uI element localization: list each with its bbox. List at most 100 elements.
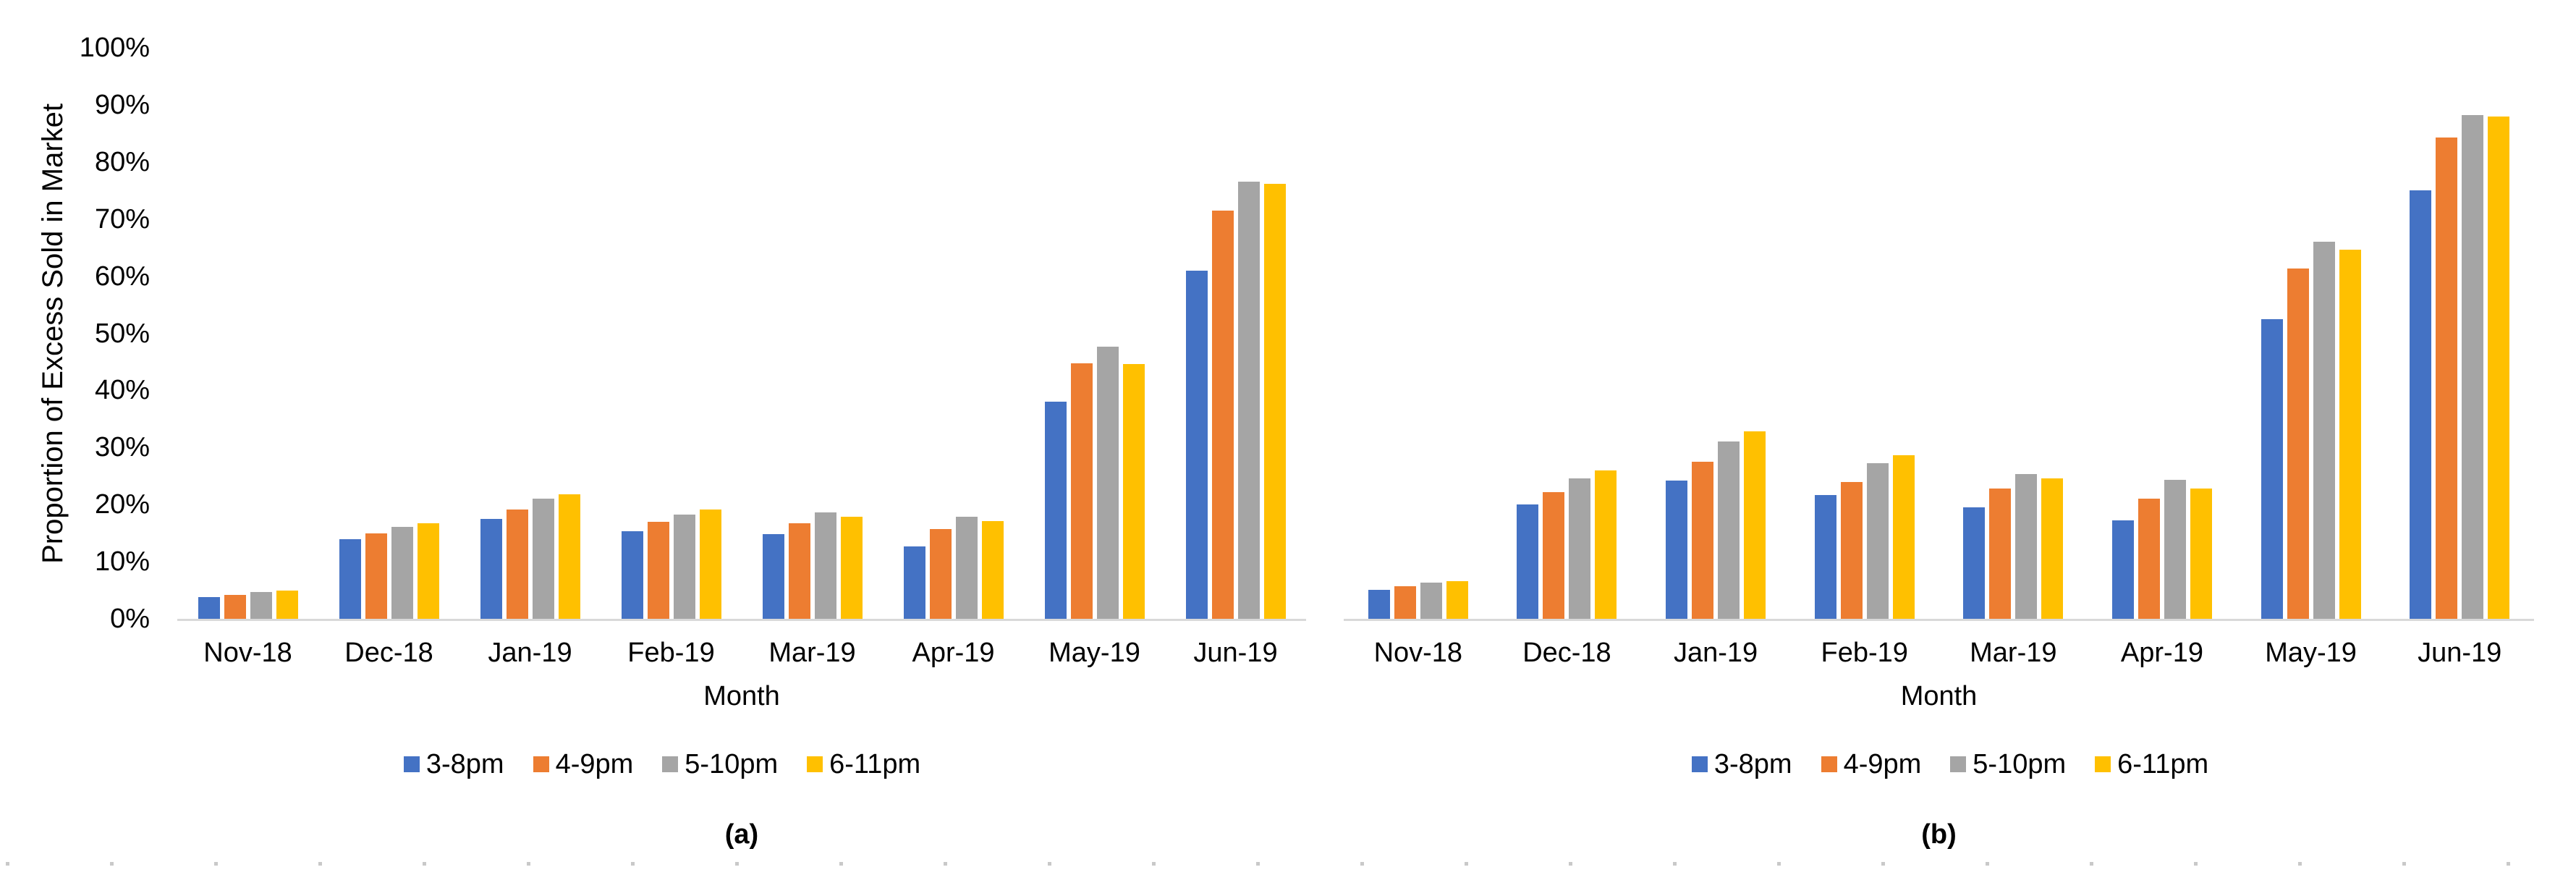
x-label-Dec-18: Dec-18 (1522, 638, 1611, 668)
x-label-Feb-19: Feb-19 (1821, 638, 1908, 668)
bar-6-11pm-Feb-19 (699, 509, 721, 619)
bar-5-10pm-Dec-18 (1569, 478, 1591, 619)
x-label-Apr-19: Apr-19 (2120, 638, 2203, 668)
bar-group-Jun-19 (1165, 48, 1306, 619)
bar-group-Nov-18 (177, 48, 318, 619)
bar-5-10pm-May-19 (1096, 346, 1119, 619)
bar-3-8pm-Nov-18 (1368, 589, 1390, 619)
y-tick-label-20%: 20% (94, 489, 150, 520)
bar-3-8pm-May-19 (1044, 402, 1067, 619)
x-label-Nov-18: Nov-18 (203, 638, 292, 668)
bar-6-11pm-Jun-19 (2488, 116, 2510, 619)
y-tick-label-80%: 80% (94, 146, 150, 177)
bar-3-8pm-Feb-19 (621, 531, 643, 619)
bar-4-9pm-Apr-19 (929, 529, 952, 619)
bar-4-9pm-Feb-19 (647, 521, 669, 619)
legend-label-3-8pm: 3-8pm (425, 749, 504, 779)
y-tick-label-70%: 70% (94, 203, 150, 234)
bar-6-11pm-Jan-19 (1744, 431, 1766, 619)
bar-group-Feb-19 (1790, 48, 1939, 619)
bar-5-10pm-Jan-19 (1718, 441, 1740, 619)
bar-5-10pm-Jan-19 (532, 499, 554, 619)
x-label-May-19: May-19 (2265, 638, 2357, 668)
bar-6-11pm-Nov-18 (1446, 580, 1468, 619)
bar-3-8pm-Apr-19 (2111, 520, 2134, 619)
legend-swatch-6-11pm (2095, 756, 2111, 772)
bar-5-10pm-Apr-19 (2164, 480, 2186, 619)
x-label-Mar-19: Mar-19 (768, 638, 856, 668)
bar-3-8pm-Mar-19 (1963, 507, 1986, 619)
x-label-Jun-19: Jun-19 (2418, 638, 2502, 668)
legend-item-5-10pm: 5-10pm (1950, 750, 2066, 779)
bar-3-8pm-Mar-19 (762, 534, 784, 619)
bar-3-8pm-Apr-19 (903, 546, 925, 619)
bar-3-8pm-Jan-19 (480, 518, 502, 619)
bar-group-May-19 (2237, 48, 2386, 619)
y-tick-label-10%: 10% (94, 546, 150, 578)
bar-6-11pm-Jan-19 (558, 494, 580, 619)
bottom-dotted-rule (6, 862, 2571, 866)
bar-6-11pm-Feb-19 (1892, 455, 1915, 619)
x-axis-title-b: Month (1900, 681, 1978, 711)
bar-6-11pm-Apr-19 (981, 521, 1004, 619)
bar-5-10pm-Jun-19 (2462, 115, 2484, 619)
bar-5-10pm-Dec-18 (391, 527, 413, 619)
x-axis-labels-a: Nov-18 Dec-18 Jan-19 Feb-19 Mar-19 Apr-19 May-… (177, 638, 1306, 672)
legend-a: 3-8pm 4-9pm 5-10pm 6-11pm (0, 747, 1324, 782)
plot-area-b (1344, 48, 2534, 621)
bar-5-10pm-Nov-18 (250, 591, 272, 619)
bar-group-May-19 (1024, 48, 1165, 619)
x-label-Nov-18: Nov-18 (1373, 638, 1463, 668)
bar-4-9pm-Apr-19 (2138, 498, 2160, 619)
y-axis-tick-labels: 0% 10% 20% 30% 40% 50% 60% 70% 80% 90% 100% (0, 0, 150, 875)
bar-group-Jun-19 (2385, 48, 2534, 619)
legend-item-3-8pm: 3-8pm (403, 749, 504, 779)
bar-group-Mar-19 (742, 48, 883, 619)
bar-3-8pm-Dec-18 (339, 539, 361, 619)
plot-area-a (177, 48, 1306, 621)
bar-group-Apr-19 (2088, 48, 2237, 619)
bar-group-Feb-19 (601, 48, 742, 619)
x-label-May-19: May-19 (1048, 638, 1140, 668)
bar-4-9pm-Jan-19 (1692, 462, 1714, 619)
bar-6-11pm-Jun-19 (1263, 183, 1286, 619)
caption-a: (a) (724, 819, 759, 850)
bar-4-9pm-May-19 (2287, 268, 2309, 619)
bar-3-8pm-Feb-19 (1814, 494, 1836, 619)
bar-6-11pm-Mar-19 (840, 516, 863, 619)
legend-swatch-5-10pm (1950, 756, 1967, 772)
x-label-Apr-19: Apr-19 (912, 638, 995, 668)
bar-5-10pm-Nov-18 (1420, 583, 1442, 619)
bar-5-10pm-Mar-19 (2015, 474, 2038, 619)
bar-4-9pm-Mar-19 (1989, 489, 2012, 619)
bar-5-10pm-Feb-19 (673, 514, 695, 619)
y-tick-label-0%: 0% (110, 604, 150, 634)
bar-group-Jan-19 (459, 48, 601, 619)
bar-4-9pm-Jan-19 (506, 509, 528, 619)
bar-group-Nov-18 (1344, 48, 1493, 619)
legend-item-4-9pm: 4-9pm (1821, 750, 1921, 779)
legend-item-4-9pm: 4-9pm (533, 750, 633, 779)
legend-swatch-4-9pm (1821, 756, 1837, 772)
bar-6-11pm-May-19 (2339, 249, 2361, 619)
legend-item-5-10pm: 5-10pm (662, 750, 778, 779)
x-label-Mar-19: Mar-19 (1970, 638, 2057, 668)
bar-3-8pm-Jan-19 (1666, 481, 1688, 619)
bar-5-10pm-Apr-19 (955, 516, 978, 619)
bar-6-11pm-Mar-19 (2041, 478, 2064, 619)
bar-4-9pm-Dec-18 (365, 533, 387, 619)
bar-3-8pm-Jun-19 (2410, 190, 2432, 619)
bar-3-8pm-Dec-18 (1517, 504, 1539, 619)
bar-5-10pm-Feb-19 (1866, 463, 1889, 619)
bar-3-8pm-Nov-18 (198, 597, 220, 619)
bar-group-Jan-19 (1641, 48, 1790, 619)
bar-6-11pm-May-19 (1122, 364, 1145, 619)
bar-4-9pm-Nov-18 (224, 594, 246, 619)
bar-4-9pm-Jun-19 (1211, 210, 1234, 619)
y-tick-label-60%: 60% (94, 261, 150, 292)
bar-5-10pm-Mar-19 (814, 512, 836, 619)
bar-4-9pm-Jun-19 (2436, 137, 2458, 619)
y-tick-label-30%: 30% (94, 432, 150, 463)
y-tick-label-40%: 40% (94, 375, 150, 406)
